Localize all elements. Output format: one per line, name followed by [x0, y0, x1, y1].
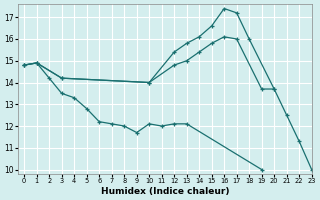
- X-axis label: Humidex (Indice chaleur): Humidex (Indice chaleur): [100, 187, 229, 196]
